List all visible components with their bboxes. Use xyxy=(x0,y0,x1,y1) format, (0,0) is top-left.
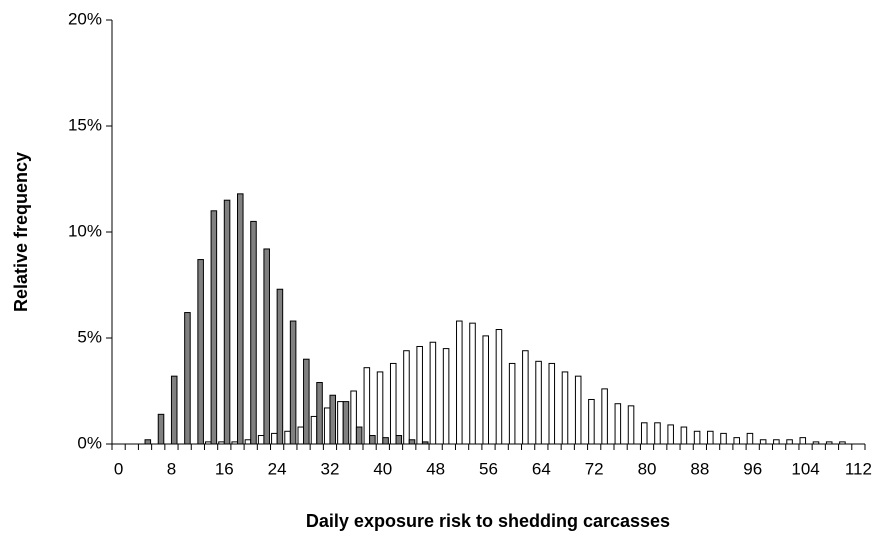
bar xyxy=(627,405,635,445)
bar xyxy=(337,401,344,445)
bar xyxy=(350,390,357,445)
bar xyxy=(799,437,807,445)
x-tick-label: 32 xyxy=(321,459,340,478)
bar xyxy=(614,403,622,445)
x-tick-label: 72 xyxy=(585,459,604,478)
bar xyxy=(548,362,556,445)
bar xyxy=(303,358,310,445)
bar xyxy=(271,432,278,445)
bar xyxy=(310,415,318,445)
bar xyxy=(244,439,252,445)
bar xyxy=(707,430,714,445)
bar xyxy=(495,329,503,445)
bar xyxy=(197,259,204,445)
bar xyxy=(144,439,152,445)
bar xyxy=(535,360,542,445)
bar xyxy=(355,426,363,445)
bar xyxy=(456,320,463,445)
bar xyxy=(316,382,323,445)
bar xyxy=(442,348,450,445)
y-tick-label: 20% xyxy=(68,9,102,28)
bar xyxy=(184,312,191,445)
bar xyxy=(482,335,489,445)
bar xyxy=(263,248,270,445)
bar xyxy=(693,430,701,445)
bar xyxy=(786,439,793,445)
bar xyxy=(680,426,688,445)
y-tick-label: 10% xyxy=(68,221,102,240)
bar xyxy=(369,435,376,445)
x-tick-label: 16 xyxy=(215,459,234,478)
bar xyxy=(522,350,529,445)
x-axis-title: Daily exposure risk to shedding carcasse… xyxy=(306,511,670,531)
y-tick-label: 15% xyxy=(68,115,102,134)
x-tick-label: 24 xyxy=(268,459,287,478)
bar xyxy=(429,341,437,445)
bar xyxy=(561,371,569,445)
bar xyxy=(284,430,291,445)
bar xyxy=(759,439,767,445)
bar xyxy=(289,320,297,445)
bar xyxy=(654,422,661,445)
bar xyxy=(342,401,350,445)
x-tick-label: 48 xyxy=(426,459,445,478)
bar xyxy=(508,362,516,445)
bar xyxy=(389,362,397,445)
bar xyxy=(773,439,780,445)
x-tick-label: 104 xyxy=(791,459,819,478)
bar xyxy=(223,199,231,445)
bar xyxy=(601,388,608,445)
bar xyxy=(157,413,165,445)
x-tick-label: 40 xyxy=(373,459,392,478)
bar xyxy=(250,220,257,445)
bar xyxy=(210,210,218,445)
bar xyxy=(382,437,389,445)
bar xyxy=(640,422,648,445)
bar xyxy=(574,375,582,445)
bar xyxy=(588,398,595,445)
x-tick-label: 8 xyxy=(167,459,176,478)
bar xyxy=(276,288,284,445)
x-tick-label: 96 xyxy=(743,459,762,478)
bar xyxy=(323,407,331,445)
bar xyxy=(746,432,754,445)
y-tick-label: 0% xyxy=(77,433,102,452)
bar xyxy=(237,193,244,445)
bar xyxy=(733,437,741,445)
x-tick-label: 56 xyxy=(479,459,498,478)
x-tick-label: 64 xyxy=(532,459,551,478)
bar xyxy=(667,424,674,445)
bar xyxy=(720,432,727,445)
bar xyxy=(403,350,410,445)
bar xyxy=(363,367,371,445)
x-tick-label: 0 xyxy=(114,459,123,478)
x-tick-label: 80 xyxy=(638,459,657,478)
bar xyxy=(408,439,416,445)
x-tick-label: 88 xyxy=(690,459,709,478)
bar xyxy=(170,375,178,445)
bar xyxy=(395,435,403,445)
x-tick-label: 112 xyxy=(845,459,872,478)
y-axis-title: Relative frequency xyxy=(11,152,31,312)
bar xyxy=(257,435,265,445)
bar xyxy=(376,371,384,445)
y-tick-label: 5% xyxy=(77,327,102,346)
bar xyxy=(416,345,423,445)
bar xyxy=(297,426,305,445)
bar xyxy=(329,394,337,445)
bar xyxy=(469,322,476,445)
